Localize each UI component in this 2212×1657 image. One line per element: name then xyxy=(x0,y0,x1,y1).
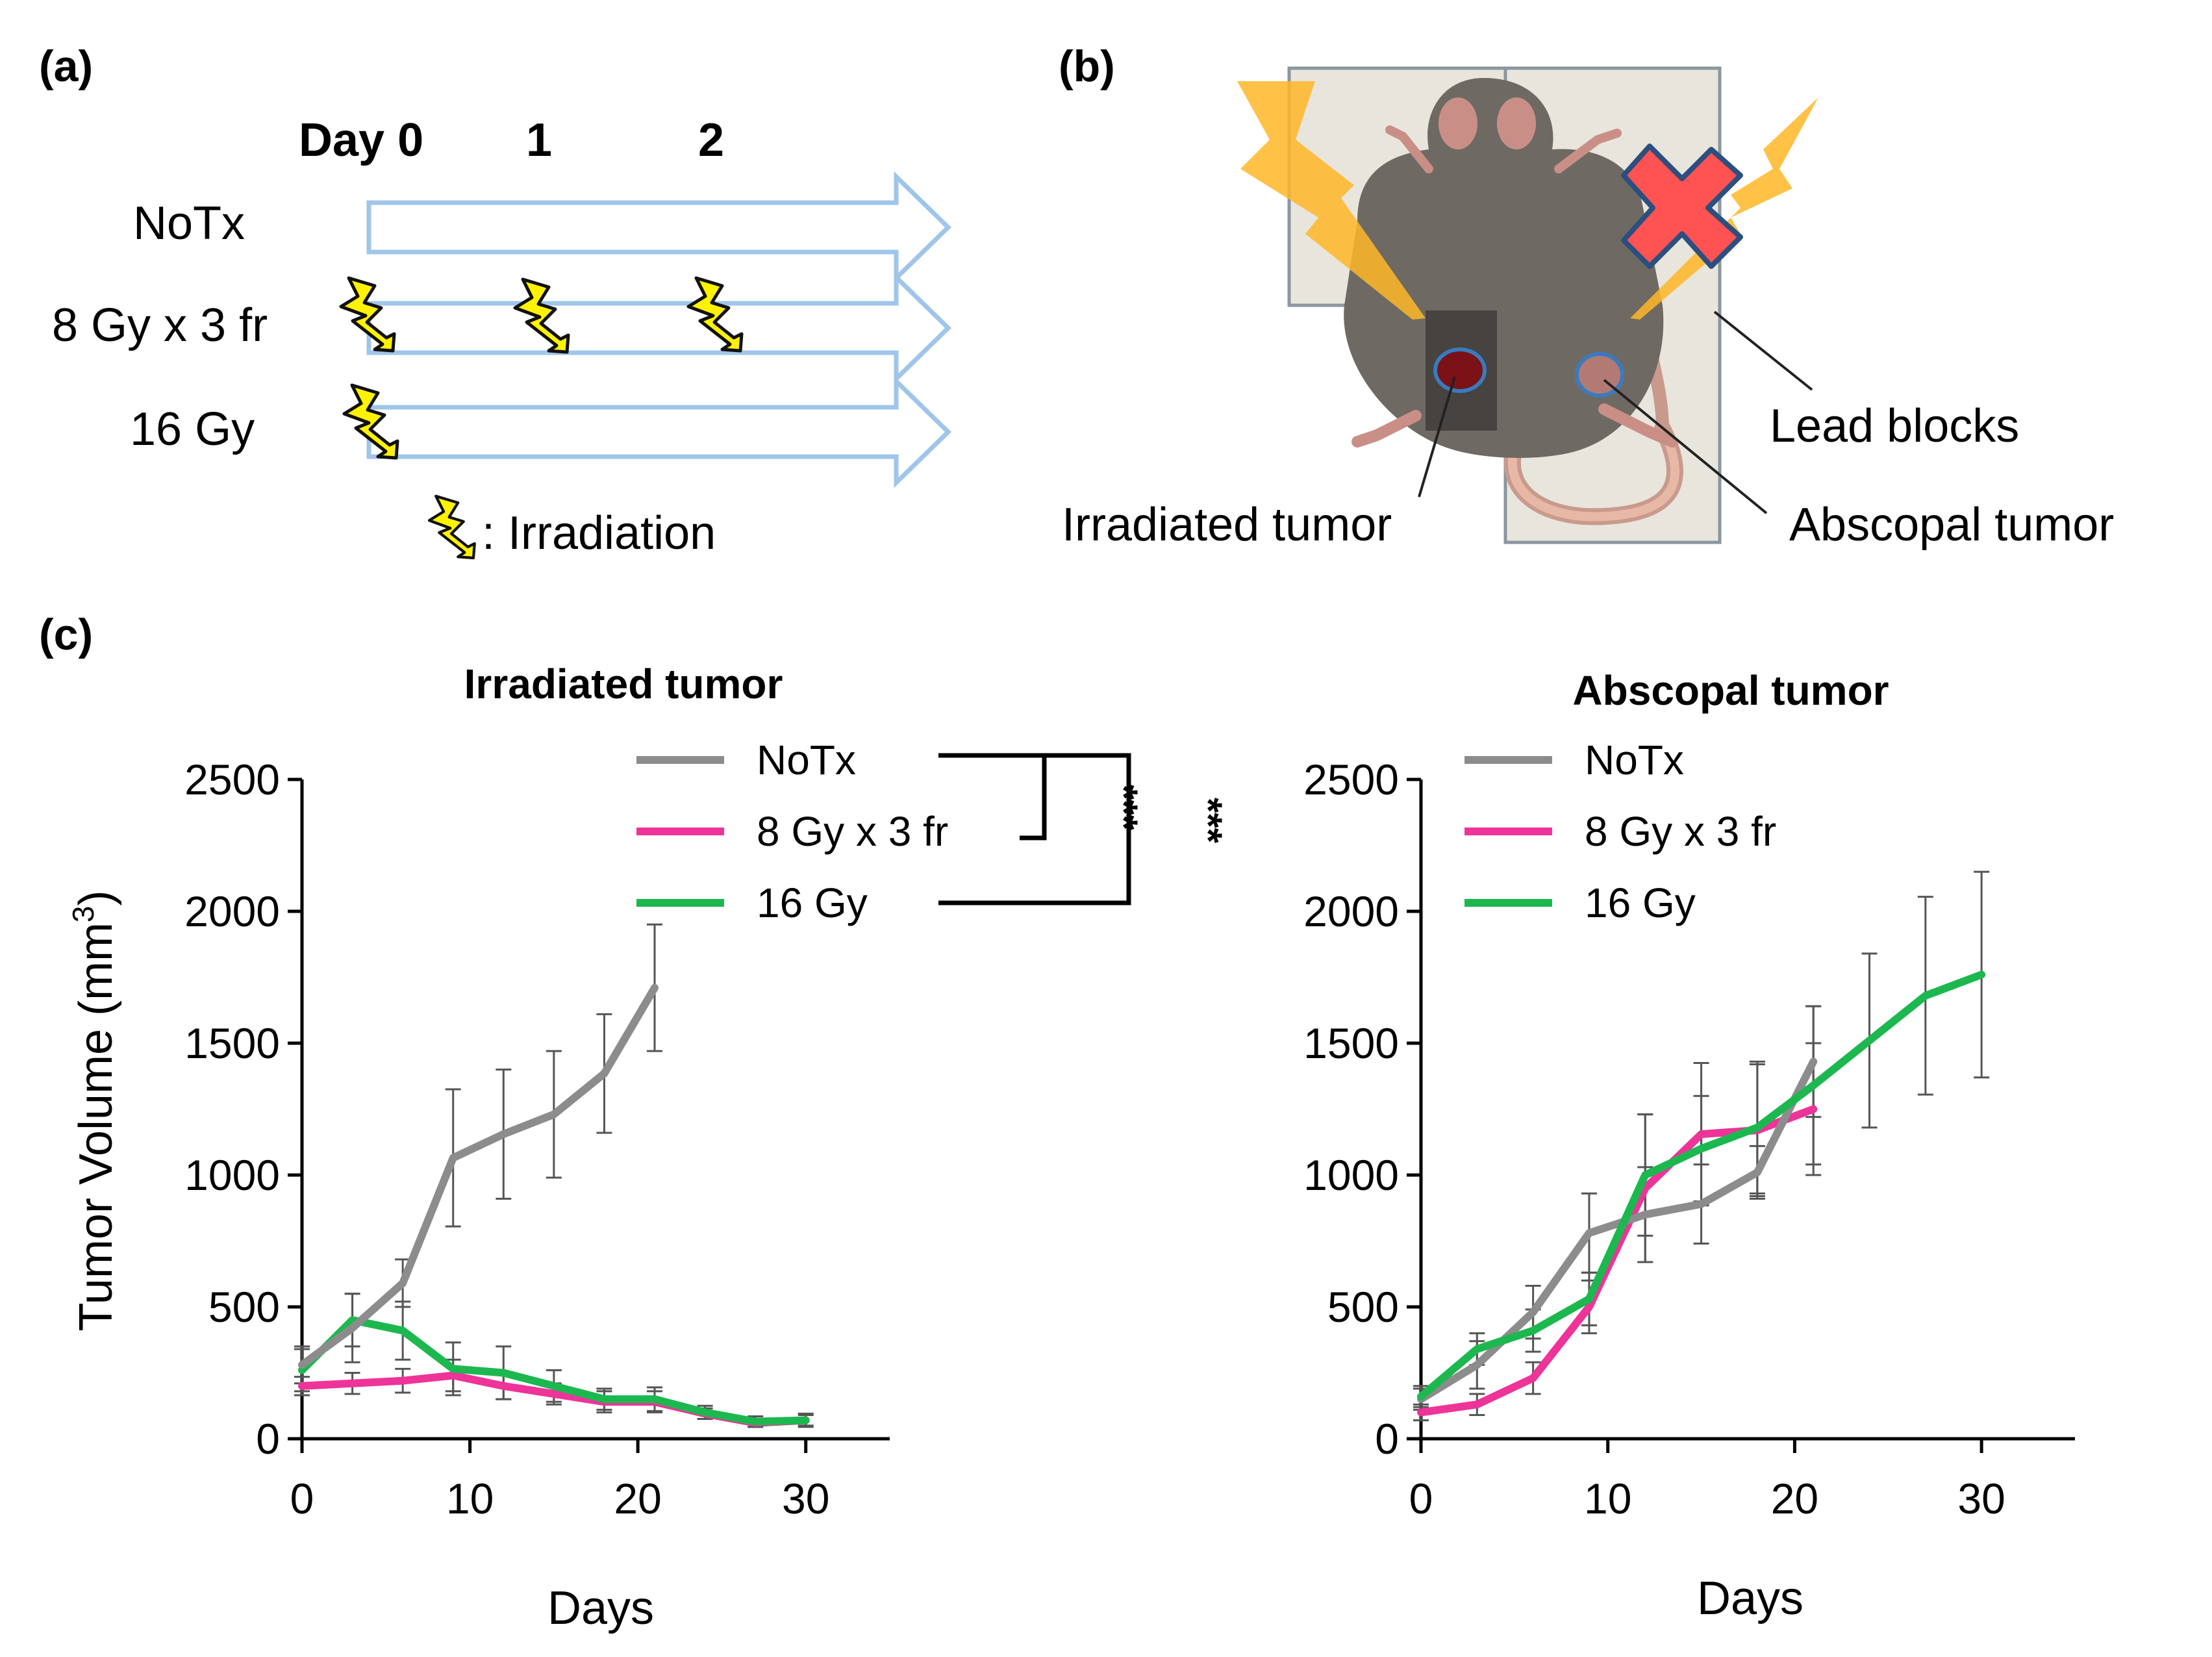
row-label-16gy: 16 Gy xyxy=(130,403,255,455)
panel-b-label: (b) xyxy=(1059,42,1115,91)
y-tick-label: 2500 xyxy=(184,755,280,803)
legend-label: 16 Gy xyxy=(1585,879,1696,926)
series-line-notx xyxy=(1417,1057,1818,1404)
chart-abscopal-tumor: Abscopal tumor 0 500 1000 1500 2000 2500 0 10 20… xyxy=(1303,667,2075,1625)
chart-2-xlabel: Days xyxy=(1697,1573,1804,1625)
x-tick-label: 0 xyxy=(290,1474,314,1523)
panel-b: (b) xyxy=(1059,42,2114,551)
y-tick-label: 2000 xyxy=(184,887,280,935)
day-0-label: Day 0 xyxy=(299,114,423,166)
legend-label: NoTx xyxy=(1585,737,1684,783)
callout-line-lead xyxy=(1713,310,1813,391)
x-tick-label: 30 xyxy=(1957,1474,2005,1523)
x-tick-label: 20 xyxy=(614,1474,661,1523)
mouse-illustration xyxy=(1344,78,1678,458)
panel-c-label: (c) xyxy=(39,610,93,659)
series-line-16-gy xyxy=(298,1316,810,1426)
lead-blocks-label: Lead blocks xyxy=(1770,400,2019,452)
timeline-arrow-2 xyxy=(366,375,952,488)
y-tick-label: 0 xyxy=(1375,1415,1399,1463)
y-tick-label: 2500 xyxy=(1303,755,1399,803)
series-line-notx xyxy=(298,983,659,1369)
abscopal-tumor-label: Abscopal tumor xyxy=(1789,499,2114,551)
significance-brackets: *** *** xyxy=(938,753,1230,905)
significance-mark-2: *** xyxy=(1187,798,1230,844)
x-tick-label: 20 xyxy=(1771,1474,1818,1523)
x-tick-label: 10 xyxy=(1584,1474,1631,1523)
significance-mark-1: *** xyxy=(1102,785,1146,831)
chart-1-ylabel: Tumor Volume (mm3) xyxy=(66,890,122,1331)
radiation-ray-left xyxy=(1237,81,1426,320)
y-tick-label: 1000 xyxy=(184,1151,280,1199)
timeline-arrow-0 xyxy=(366,171,952,284)
chart-2-title: Abscopal tumor xyxy=(1572,667,1889,714)
series-line-16-gy xyxy=(1417,970,1986,1401)
x-tick-label: 0 xyxy=(1409,1474,1433,1523)
row-label-notx: NoTx xyxy=(133,197,245,249)
panel-a-label: (a) xyxy=(39,42,93,91)
chart-1-xlabel: Days xyxy=(547,1582,654,1634)
timeline-arrow-1 xyxy=(366,272,952,385)
row-label-8gy3fr: 8 Gy x 3 fr xyxy=(52,299,268,351)
panel-a: (a) Day 0 1 2 NoTx 8 Gy x 3 fr 16 Gy : I… xyxy=(39,42,952,559)
y-tick-label: 1000 xyxy=(1303,1151,1399,1199)
legend-label: 8 Gy x 3 fr xyxy=(757,808,948,855)
legend-label: NoTx xyxy=(757,737,856,783)
bolt-icon xyxy=(429,496,475,558)
blocked-cross-icon xyxy=(1621,144,1743,269)
legend-label: 16 Gy xyxy=(757,879,868,926)
y-tick-label: 1500 xyxy=(1303,1019,1399,1067)
legend-label: 8 Gy x 3 fr xyxy=(1585,808,1776,855)
irradiated-tumor-label: Irradiated tumor xyxy=(1062,499,1392,551)
chart-irradiated-tumor: Irradiated tumor 0 500 1000 1500 2000 2500 0 10… xyxy=(66,661,1230,1634)
timeline-arrows xyxy=(366,171,952,488)
y-tick-label: 2000 xyxy=(1303,887,1399,935)
x-tick-label: 30 xyxy=(782,1474,829,1523)
day-1-label: 1 xyxy=(526,114,552,166)
irradiated-tumor-shape xyxy=(1433,348,1487,393)
chart-1-title: Irradiated tumor xyxy=(464,661,783,707)
radiation-ray-right xyxy=(1630,97,1818,320)
y-tick-label: 0 xyxy=(256,1415,280,1463)
day-2-label: 2 xyxy=(698,114,724,166)
y-tick-label: 500 xyxy=(208,1283,280,1331)
callout-line-irradiated xyxy=(1418,376,1456,498)
irradiation-legend: : Irradiation xyxy=(482,507,716,559)
x-tick-label: 10 xyxy=(446,1474,494,1523)
y-tick-label: 500 xyxy=(1327,1283,1399,1331)
y-tick-label: 1500 xyxy=(184,1019,280,1067)
callout-line-abscopal xyxy=(1603,379,1768,514)
